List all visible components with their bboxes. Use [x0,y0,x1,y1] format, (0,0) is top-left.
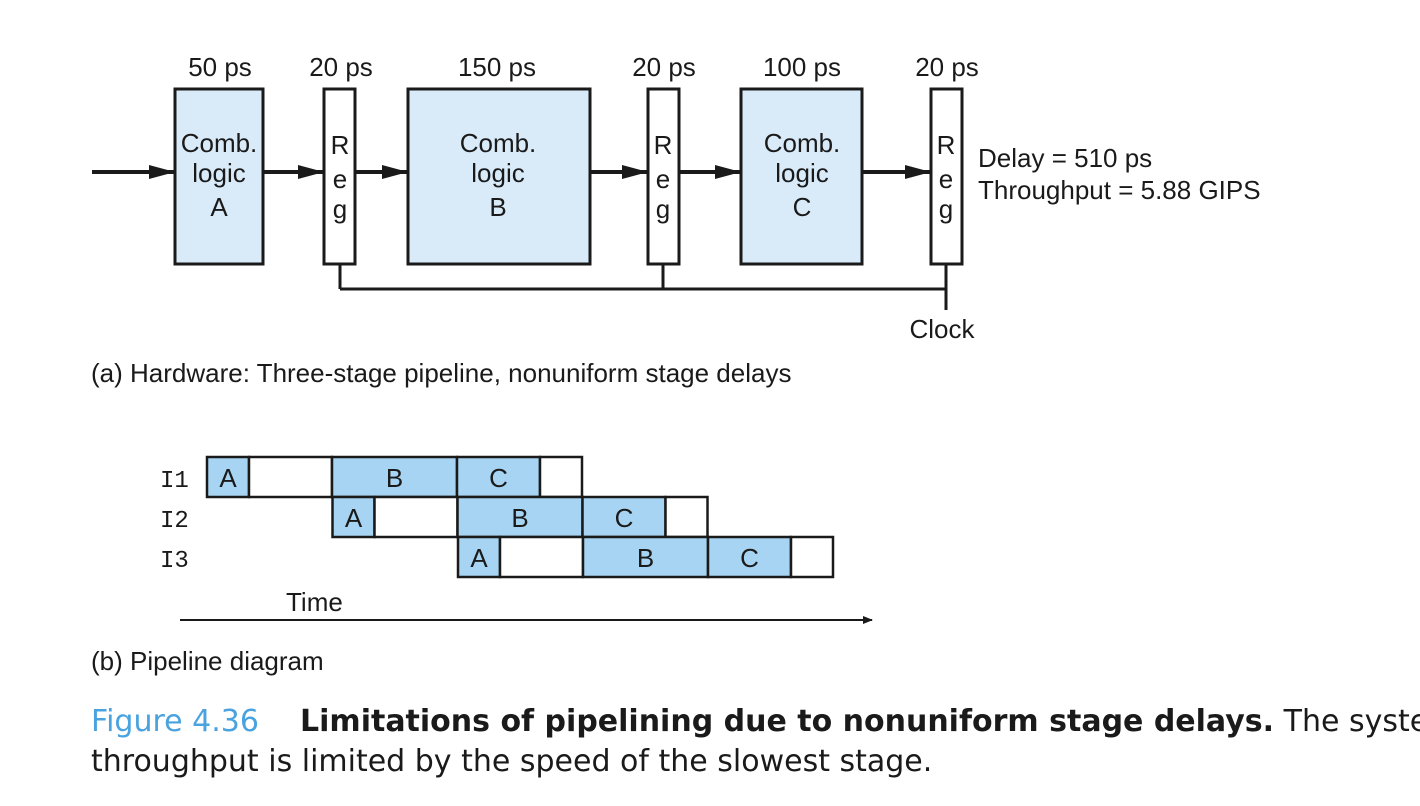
figure-title: Limitations of pipelining due to nonunif… [300,704,1275,739]
pipeline-figure: 50 ps 20 ps 150 ps 20 ps 100 ps 20 ps Co… [91,52,1261,676]
pipeline-cell-i2-1 [331,495,376,539]
register-1-letter-e: e [333,164,347,194]
delay-label-comb-a: 50 ps [188,52,252,82]
pipeline-cell-label-i1-4: C [489,463,508,493]
delay-label-reg-2: 20 ps [632,52,696,82]
figure-caption-line-2: throughput is limited by the speed of th… [91,744,932,779]
comb-logic-b-line-3: B [489,192,506,222]
comb-logic-c: Comb. logic C [739,87,864,266]
delay-label-comb-c: 100 ps [763,52,841,82]
pipeline-cell-i3-5 [789,535,835,579]
delay-text: Delay = 510 ps [978,143,1152,173]
pipeline-cell-label-i3-1: A [470,543,488,573]
instruction-label-2: I2 [160,508,189,535]
comb-logic-a-line-2: logic [192,158,245,188]
throughput-text: Throughput = 5.88 GIPS [978,175,1261,205]
delay-label-reg-1: 20 ps [309,52,373,82]
register-2-letter-g: g [656,194,670,224]
time-label: Time [286,587,343,617]
clock-label: Clock [909,314,975,344]
register-3: R e g [929,87,964,266]
register-1-letter-r: R [331,130,350,160]
pipeline-cell-label-i3-4: C [740,543,759,573]
comb-logic-a-line-1: Comb. [181,128,258,158]
figure-caption-text-2: throughput is limited by the speed of th… [91,744,933,779]
register-3-letter-r: R [937,130,956,160]
pipeline-cell-label-i1-3: B [386,463,403,493]
register-1: R e g [322,87,357,266]
comb-logic-b: Comb. logic B [406,87,592,266]
figure-caption-text-1: The system [1283,704,1420,739]
register-2: R e g [646,87,681,266]
register-2-letter-e: e [656,164,670,194]
pipeline-cell-i2-5 [664,495,709,539]
pipeline-cell-label-i2-4: C [615,503,634,533]
register-3-letter-g: g [939,194,953,224]
pipeline-cell-label-i2-3: B [511,503,528,533]
pipeline-cell-label-i2-1: A [345,503,363,533]
comb-logic-c-line-2: logic [775,158,828,188]
instruction-label-3: I3 [160,548,189,575]
comb-logic-b-line-1: Comb. [460,128,537,158]
pipeline-cell-i1-4 [455,455,542,499]
register-3-letter-e: e [939,164,953,194]
comb-logic-c-line-3: C [793,192,812,222]
pipeline-grid: I1 A B CI2 A B CI3 A B C [160,455,835,579]
comb-logic-a: Comb. logic A [173,87,265,266]
pipeline-cell-i3-3 [581,535,710,579]
clock-wiring [338,264,948,310]
instruction-label-1: I1 [160,468,189,495]
pipeline-cell-i2-2 [373,495,459,539]
pipeline-cell-i1-1 [205,455,251,499]
pipeline-cell-label-i1-1: A [219,463,237,493]
comb-logic-a-line-3: A [210,192,228,222]
pipeline-cell-i3-2 [498,535,585,579]
pipeline-cell-i1-2 [247,455,334,499]
pipeline-cell-label-i3-3: B [637,543,654,573]
comb-logic-b-line-2: logic [471,158,524,188]
delay-label-comb-b: 150 ps [458,52,536,82]
figure-caption-line-1: Figure 4.36 Limitations of pipelining du… [91,704,1420,739]
pipeline-cell-i3-4 [706,535,793,579]
figure-number: Figure 4.36 [91,704,259,739]
caption-hardware: (a) Hardware: Three-stage pipeline, nonu… [91,358,791,388]
delay-label-reg-3: 20 ps [915,52,979,82]
comb-logic-c-line-1: Comb. [764,128,841,158]
pipeline-cell-i1-5 [538,455,584,499]
register-1-letter-g: g [333,194,347,224]
caption-pipeline: (b) Pipeline diagram [91,646,324,676]
register-2-letter-r: R [654,130,673,160]
